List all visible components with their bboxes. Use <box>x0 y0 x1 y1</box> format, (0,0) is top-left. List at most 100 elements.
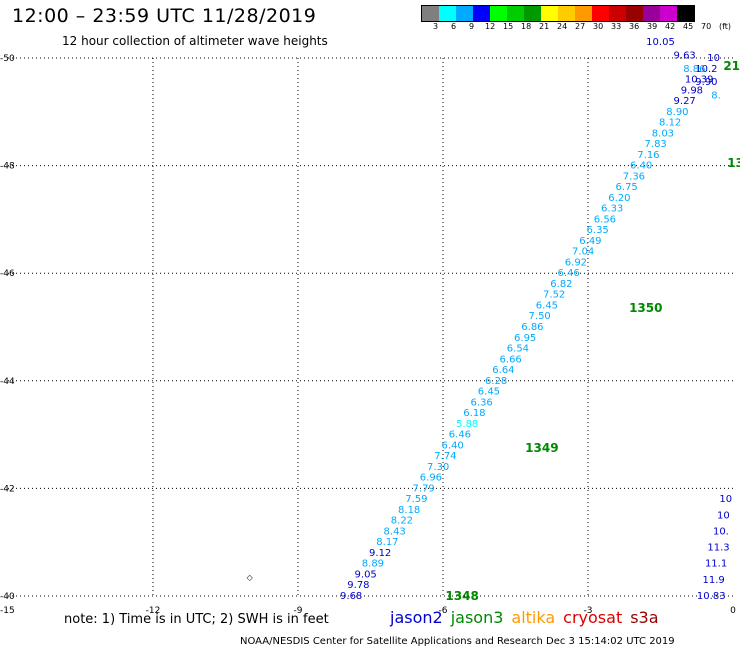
scale-label: (ft) <box>719 22 732 31</box>
wave-height-point: 10.83 <box>697 591 726 602</box>
color-scale-labels: 3 6 9 12 15 18 21 24 27 30 33 36 39 42 45 70 (ft) <box>421 22 740 32</box>
scale-swatch <box>609 6 626 21</box>
x-tick-label: -6 <box>439 606 448 616</box>
wave-height-point: 7.36 <box>623 171 645 182</box>
wave-height-point: 6.40 <box>442 440 464 451</box>
scale-label: 30 <box>593 22 604 31</box>
wave-height-point: 8.43 <box>384 526 406 537</box>
wave-height-point: 7.30 <box>427 462 449 473</box>
scale-swatch <box>473 6 490 21</box>
land-marker: ◇ <box>247 573 254 582</box>
wave-height-point: 11.9 <box>703 575 725 586</box>
scale-swatch <box>558 6 575 21</box>
wave-height-point: 9.90 <box>695 77 717 88</box>
wave-height-point: 6.96 <box>420 473 442 484</box>
wave-height-point: 7.52 <box>543 290 565 301</box>
scale-label: 6 <box>451 22 457 31</box>
wave-height-point: 6.45 <box>536 300 558 311</box>
wave-height-point: 9.63 <box>674 50 696 61</box>
wave-height-point: 8.12 <box>659 118 681 129</box>
legend-item-s3a: s3a <box>630 608 659 627</box>
scale-label: 36 <box>629 22 640 31</box>
wave-height-point: 10.05 <box>646 37 675 48</box>
scale-label: 24 <box>557 22 568 31</box>
scale-swatch <box>456 6 473 21</box>
wave-height-point: 7.74 <box>434 451 456 462</box>
y-tick-label: -40 <box>0 592 15 602</box>
y-tick-label: -44 <box>0 377 15 387</box>
data-points: 9.689.789.058.899.128.178.438.228.187.59… <box>340 37 732 602</box>
scale-label: 3 <box>433 22 439 31</box>
legend-item-cryosat: cryosat <box>563 608 623 627</box>
scale-label: 45 <box>683 22 694 31</box>
legend-item-altika: altika <box>511 608 556 627</box>
chart-subtitle: 12 hour collection of altimeter wave hei… <box>62 34 328 48</box>
color-scale-bar <box>421 5 695 22</box>
wave-height-point: 8.17 <box>376 537 398 548</box>
wave-height-point: 8.03 <box>652 128 674 139</box>
wave-height-point: 6.20 <box>608 193 630 204</box>
scale-label: 18 <box>521 22 532 31</box>
wave-height-point: 7.50 <box>529 311 551 322</box>
time-annotation: 21 <box>723 59 740 73</box>
satellite-legend: jason2 jason3 altika cryosat s3a <box>390 608 667 627</box>
wave-height-point: 8.90 <box>666 107 688 118</box>
wave-height-point: 7.04 <box>572 247 594 258</box>
scale-label: 15 <box>503 22 514 31</box>
scale-swatch <box>592 6 609 21</box>
scale-swatch <box>677 6 694 21</box>
wave-height-point: 10.39 <box>685 75 714 86</box>
wave-height-point: 6.46 <box>558 268 580 279</box>
y-tick-label: -50 <box>0 54 15 64</box>
x-tick-label: 0 <box>730 606 736 616</box>
wave-height-point: 10.2 <box>695 64 717 75</box>
legend-item-jason2: jason2 <box>390 608 443 627</box>
wave-height-point: 9.98 <box>681 85 703 96</box>
scale-swatch <box>490 6 507 21</box>
scale-label: 39 <box>647 22 658 31</box>
wave-height-point: 10 <box>707 53 720 64</box>
time-annotation: 1349 <box>525 441 558 455</box>
wave-height-point: 9.27 <box>674 96 696 107</box>
wave-height-point: 9.05 <box>355 569 377 580</box>
wave-height-point: 6.18 <box>463 408 485 419</box>
scale-label: 27 <box>575 22 586 31</box>
scale-swatch <box>660 6 677 21</box>
x-tick-label: -15 <box>0 606 15 616</box>
wave-height-point: 5.88 <box>456 419 478 430</box>
wave-height-point: 6.56 <box>594 214 616 225</box>
wave-height-point: 6.36 <box>471 397 493 408</box>
x-tick-label: -12 <box>146 606 161 616</box>
wave-height-point: 6.28 <box>485 376 507 387</box>
wave-height-point: 6.75 <box>616 182 638 193</box>
grid-lines <box>8 58 733 596</box>
wave-height-point: 9.68 <box>340 591 362 602</box>
scale-swatch <box>643 6 660 21</box>
scale-swatch <box>541 6 558 21</box>
x-tick-label: -3 <box>584 606 593 616</box>
note-text: note: 1) Time is in UTC; 2) SWH is in fe… <box>64 612 329 627</box>
wave-height-point: 6.92 <box>565 257 587 268</box>
scale-swatch <box>507 6 524 21</box>
wave-height-point: 7.79 <box>413 483 435 494</box>
wave-height-point: 11.1 <box>705 559 727 570</box>
wave-height-point: 10. <box>713 526 729 537</box>
legend-item-jason3: jason3 <box>450 608 504 627</box>
axis-frame <box>8 57 733 597</box>
scale-swatch <box>422 6 439 21</box>
wave-height-point: 6.66 <box>500 354 522 365</box>
wave-height-point: 6.54 <box>507 344 529 355</box>
wave-height-point: 9.78 <box>347 580 369 591</box>
wave-height-point: 7.83 <box>645 139 667 150</box>
scale-label: 9 <box>469 22 475 31</box>
time-annotation: 1348 <box>445 589 478 603</box>
wave-height-point: 6.33 <box>601 204 623 215</box>
wave-height-point: 6.86 <box>521 322 543 333</box>
wave-height-point: 8.86 <box>683 64 705 75</box>
scale-swatch <box>575 6 592 21</box>
wave-height-point: 6.95 <box>514 333 536 344</box>
time-annotations: 1348 1349 1350 13 21 ◇ <box>247 59 740 603</box>
time-annotation: 1350 <box>629 301 662 315</box>
wave-height-point: 10 <box>719 494 732 505</box>
